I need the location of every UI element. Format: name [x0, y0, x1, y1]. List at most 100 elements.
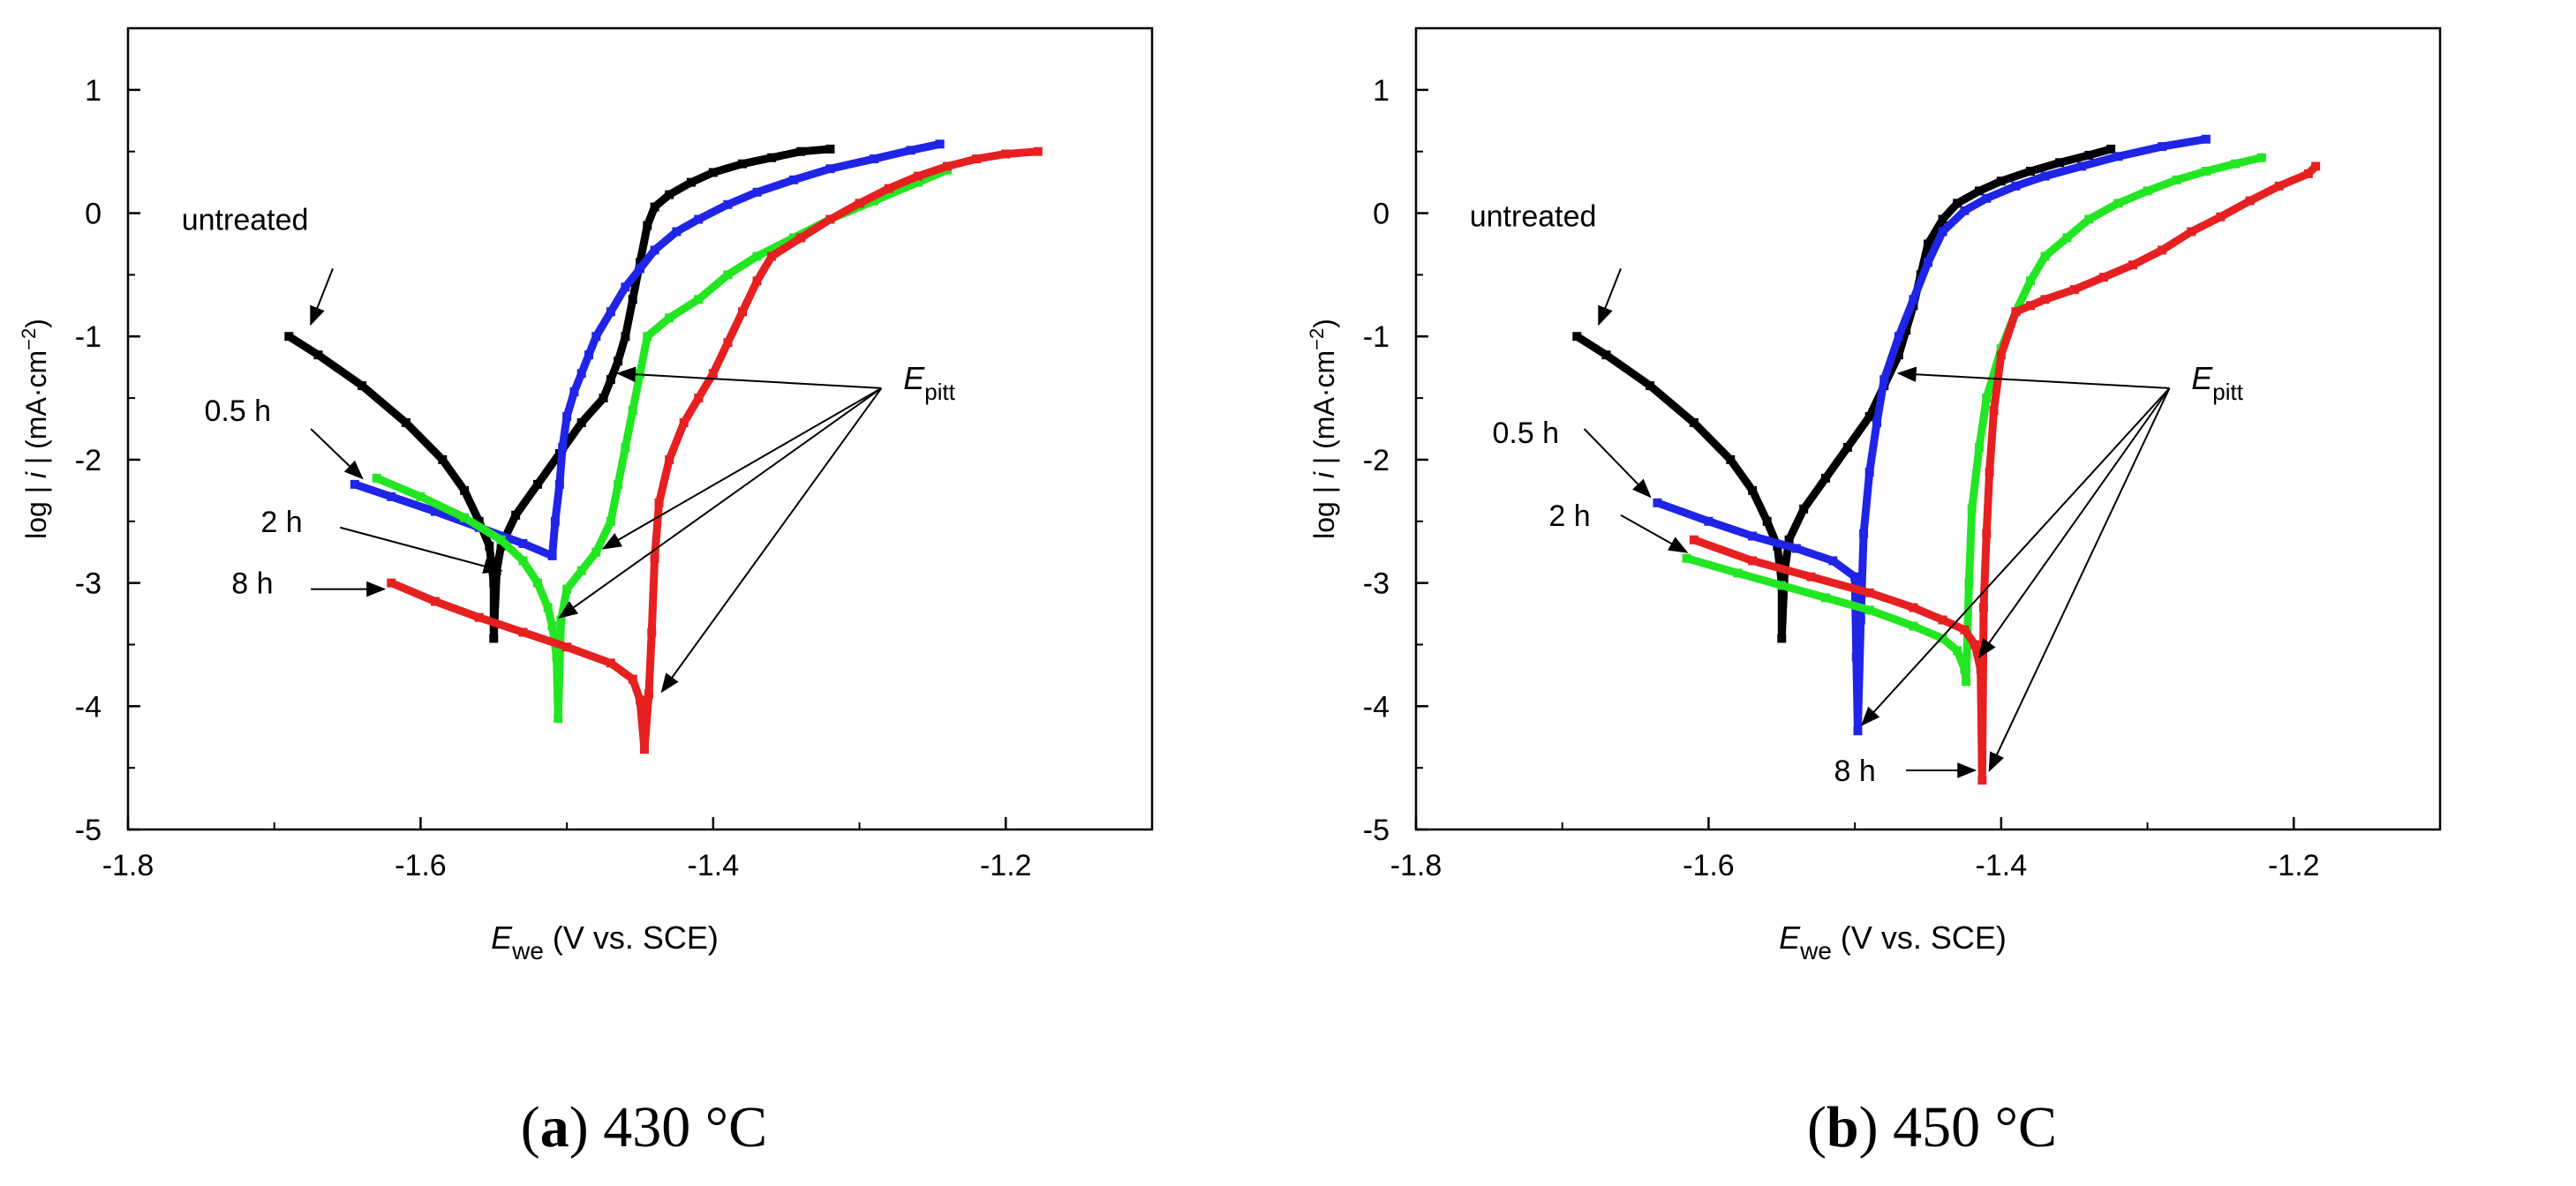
data-point-h05 — [562, 412, 572, 422]
data-point-h05 — [1909, 295, 1918, 304]
panel-a: -1.8 -1.6 -1.4 -1.2 -5 -4 -3 -2 -1 0 1 Ewe (V vs. S… — [18, 26, 1154, 1160]
data-point-h8 — [2311, 161, 2321, 171]
data-point-h2 — [554, 714, 563, 724]
data-point-h05 — [387, 492, 396, 501]
data-point-untreated — [1762, 516, 1772, 526]
y-tick-label: -1 — [75, 320, 102, 354]
data-point-untreated — [485, 541, 494, 551]
data-point-h8 — [913, 171, 923, 181]
annotation-arrow — [660, 387, 883, 694]
data-point-h8 — [2128, 260, 2137, 270]
data-point-h05 — [825, 164, 835, 174]
annotation-arrow — [601, 387, 882, 550]
data-point-h2 — [913, 177, 923, 187]
data-point-h8 — [1864, 588, 1874, 597]
data-point-h2 — [694, 295, 704, 304]
data-point-h05 — [584, 350, 593, 360]
y-tick-label: 1 — [1373, 74, 1390, 108]
data-point-h2 — [2143, 186, 2152, 196]
data-point-untreated — [1726, 454, 1736, 464]
data-point-h05 — [1864, 467, 1874, 477]
x-tick-label: -1.8 — [1390, 849, 1442, 882]
chart-430c: -1.8 -1.6 -1.4 -1.2 -5 -4 -3 -2 -1 0 1 Ewe (V vs. S… — [18, 26, 1154, 965]
data-point-h2 — [1733, 568, 1743, 578]
data-point-h05 — [636, 264, 644, 274]
data-point-untreated — [1777, 634, 1787, 643]
data-point-h05 — [694, 214, 704, 224]
y-axis-label-sup: −2 — [18, 328, 40, 350]
y-tick-label: -4 — [75, 690, 102, 724]
data-point-h2 — [1682, 553, 1691, 563]
data-point-untreated — [767, 153, 777, 162]
series-h05 — [1653, 134, 2211, 736]
data-point-h05 — [906, 146, 915, 155]
data-point-h2 — [2172, 175, 2181, 184]
epitt-label: Epitt — [2191, 360, 2243, 405]
data-point-h05 — [576, 369, 586, 379]
data-point-h8 — [474, 612, 484, 622]
y-axis-label-mid: | (mA·cm — [1308, 350, 1340, 472]
data-point-h05 — [2077, 161, 2086, 171]
data-point-h2 — [1864, 605, 1874, 615]
data-point-untreated — [401, 418, 411, 428]
data-point-h8 — [1976, 664, 1985, 674]
data-point-untreated — [1821, 473, 1830, 483]
data-point-h05 — [672, 227, 682, 236]
data-point-h8 — [723, 338, 733, 348]
data-point-h05 — [870, 154, 879, 164]
data-point-h2 — [2084, 214, 2094, 224]
data-point-untreated — [1601, 350, 1611, 360]
data-point-h2 — [576, 566, 586, 575]
data-point-h2 — [416, 492, 426, 501]
data-point-h2 — [591, 547, 601, 557]
caption-text: 450 °C — [1893, 1095, 2058, 1160]
data-point-h8 — [1001, 149, 1011, 159]
data-point-untreated — [474, 516, 484, 526]
data-point-untreated — [576, 418, 586, 428]
y-tick-label: -3 — [75, 567, 102, 601]
data-point-untreated — [2055, 158, 2065, 168]
data-point-h8 — [387, 578, 396, 588]
y-tick-label: -3 — [1363, 567, 1390, 601]
data-point-h05 — [2011, 181, 2021, 191]
series-line-untreated — [284, 145, 834, 642]
x-tick-label: -1.4 — [688, 849, 740, 882]
x-tick-label: -1.4 — [1976, 849, 2028, 882]
data-point-h8 — [2158, 245, 2167, 255]
data-point-h05 — [1894, 332, 1903, 342]
annotation-arrow — [615, 366, 882, 389]
y-tick-label: 0 — [85, 198, 102, 231]
annotation-label: untreated — [182, 204, 309, 237]
data-point-h05 — [1850, 572, 1860, 582]
data-point-untreated — [489, 634, 499, 643]
data-point-h8 — [752, 276, 762, 286]
data-point-h2 — [1962, 677, 1971, 687]
data-point-h05 — [723, 199, 733, 209]
data-point-h8 — [1989, 406, 1999, 416]
data-point-h05 — [558, 442, 568, 452]
series-h05 — [350, 139, 945, 560]
annotation-arrow — [1860, 387, 2171, 726]
data-point-h2 — [870, 196, 879, 206]
annotation-arrow — [1598, 268, 1622, 327]
annotation-label: 2 h — [260, 506, 302, 539]
annotation-arrow — [1620, 514, 1689, 553]
data-point-h8 — [2216, 212, 2226, 221]
data-point-untreated — [738, 159, 747, 169]
data-point-h8 — [694, 394, 704, 403]
data-point-h2 — [543, 603, 553, 612]
data-point-untreated — [438, 454, 448, 464]
data-point-untreated — [460, 485, 470, 495]
data-point-h2 — [1909, 621, 1918, 631]
data-point-h2 — [665, 313, 674, 323]
data-point-h05 — [1859, 529, 1869, 538]
x-axis-label-main: E — [491, 920, 513, 956]
data-point-h8 — [1978, 603, 1988, 612]
x-axis-label-rest: (V vs. SCE) — [1832, 920, 2007, 956]
data-point-untreated — [1799, 504, 1809, 514]
caption-a: (a) 430 °C — [520, 1095, 768, 1160]
data-point-h2 — [643, 332, 652, 342]
data-point-h05 — [591, 332, 601, 342]
data-point-h05 — [621, 282, 630, 292]
y-axis-label-post: ) — [1308, 319, 1340, 328]
